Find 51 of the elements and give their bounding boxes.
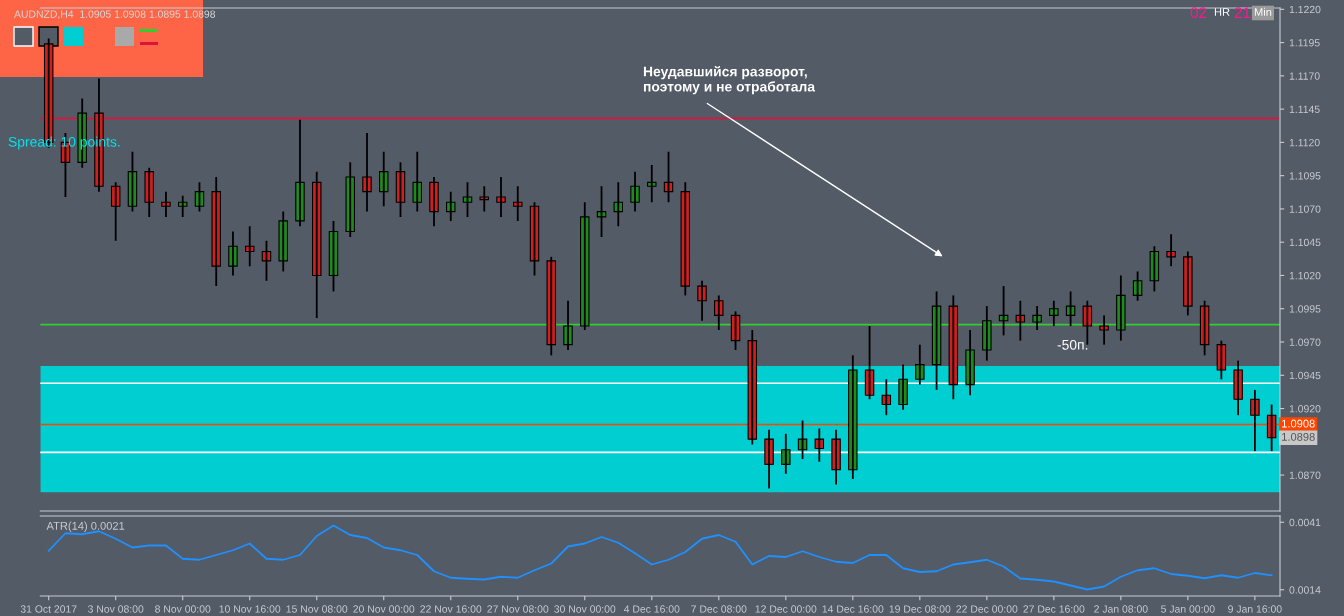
x-tick-label: 3 Nov 08:00 [88,605,144,613]
x-tick-label: 19 Dec 08:00 [889,605,951,613]
annotation: 02 [1190,7,1207,19]
candlestick [462,181,473,218]
x-tick-label: 27 Dec 16:00 [1023,605,1085,613]
y-tick-label: 1.1120 [1289,138,1320,147]
annotation: 21 [1234,7,1251,18]
y-tick-label: 1.1145 [1289,105,1320,114]
y-tick-label: 1.1195 [1289,39,1320,47]
annotation: HR [1214,8,1230,16]
x-tick-label: 31 Oct 2017 [20,605,77,613]
x-tick-label: 30 Nov 00:00 [554,605,616,613]
y-tick-label: 1.0970 [1289,338,1321,346]
x-tick-label: 10 Nov 16:00 [219,605,281,613]
x-tick-label: 15 Nov 08:00 [286,605,348,613]
candlestick [479,185,490,213]
x-tick-label: 4 Dec 16:00 [623,605,680,613]
y-tick-label: 0.0041 [1289,518,1321,527]
y-tick-label: 1.1220 [1289,5,1321,14]
annotation: Min [1254,7,1272,16]
x-tick-label: 8 Nov 00:00 [155,605,211,613]
x-tick-label: 5 Jan 00:00 [1161,605,1215,613]
y-tick-label: 1.0920 [1289,405,1321,413]
candlestick [814,427,825,463]
x-tick-label: 22 Nov 16:00 [420,605,482,613]
y-tick-label: 1.0870 [1289,471,1321,479]
annotation: Неудавшийся разворот, поэтому и не отработала [643,66,816,95]
x-tick-label: 9 Jan 16:00 [1228,605,1282,613]
y-tick-label: 1.0945 [1289,371,1321,380]
y-tick-label: 0.0014 [1289,586,1321,594]
candlestick [1065,290,1076,327]
x-tick-label: 27 Nov 08:00 [487,605,549,613]
y-tick-label: 1.1070 [1289,205,1321,213]
x-tick-label: 22 Dec 00:00 [956,605,1018,613]
y-tick-label: 1.1095 [1289,172,1321,180]
annotation: -50п. [1057,339,1088,350]
candlestick [596,185,607,238]
y-tick-label: 1.1020 [1289,271,1321,280]
x-tick-label: 20 Nov 00:00 [353,605,415,613]
annotation: 1.0898 [1282,432,1315,441]
x-tick-label: 14 Dec 16:00 [822,605,884,613]
ref-line-label: 1.0908 [1282,419,1315,428]
x-tick-label: 12 Dec 00:00 [755,605,817,613]
chart-title: ATR(14) 0.0021 [46,521,125,532]
candlestick [496,176,506,218]
y-tick-label: 1.1045 [1289,238,1321,247]
x-tick-label: 2 Jan 08:00 [1094,605,1148,613]
y-tick-label: 1.1170 [1289,72,1320,80]
x-tick-label: 7 Dec 08:00 [691,605,747,613]
candlestick [1099,314,1109,346]
y-tick-label: 1.0995 [1289,305,1321,313]
